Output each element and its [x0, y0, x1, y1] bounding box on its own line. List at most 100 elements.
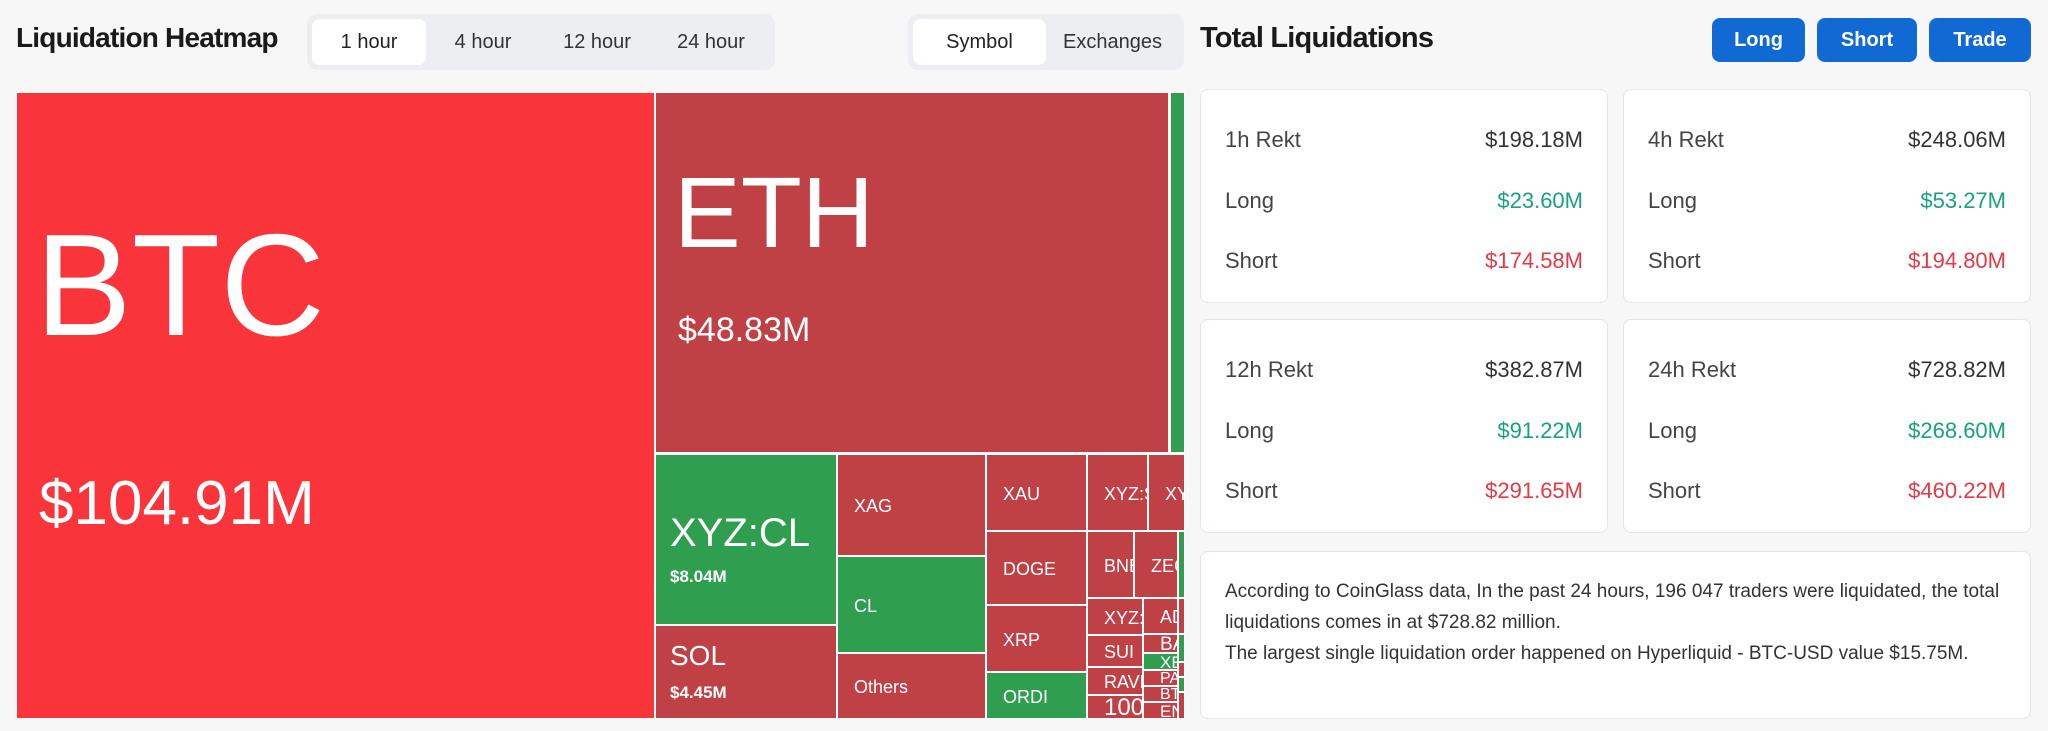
treemap-tile-cl[interactable]: CL: [837, 556, 986, 653]
long-button[interactable]: Long: [1712, 18, 1805, 62]
tab-24-hour[interactable]: 24 hour: [677, 30, 745, 53]
treemap-tile-btc[interactable]: BTC $104.91M: [16, 92, 655, 719]
tile-symbol: 1000: [1104, 695, 1143, 719]
tile-symbol: BTC: [35, 204, 325, 366]
tile-symbol: CL: [854, 596, 878, 616]
tab-4-hour[interactable]: 4 hour: [454, 30, 512, 53]
treemap-tile-ordi[interactable]: ORDI: [986, 672, 1087, 719]
trade-button[interactable]: Trade: [1929, 18, 2031, 62]
liquidation-summary-card: According to CoinGlass data, In the past…: [1200, 551, 2031, 719]
short-row: Short $194.80M: [1648, 248, 2006, 274]
total-value: $198.18M: [1485, 127, 1583, 152]
treemap-tile-xyzi[interactable]: XYZ:I: [1087, 598, 1143, 635]
total-row: 24h Rekt $728.82M: [1648, 357, 2006, 383]
treemap-tile-xrp[interactable]: XRP: [986, 605, 1087, 672]
tile-value: $8.04M: [670, 567, 727, 586]
short-label: Short: [1225, 478, 1278, 503]
total-row: 4h Rekt $248.06M: [1648, 127, 2006, 153]
long-row: Long $91.22M: [1225, 418, 1583, 444]
tile-symbol: SUI: [1104, 642, 1135, 662]
long-value: $53.27M: [1920, 188, 2006, 213]
time-range-tabs: 1 hour 4 hour 12 hour 24 hour: [307, 14, 775, 70]
treemap-tile-xau[interactable]: XAU: [986, 454, 1087, 531]
long-label: Long: [1225, 418, 1274, 443]
tile-symbol: RAVE: [1104, 672, 1142, 692]
treemap-tile-pa[interactable]: PA: [1143, 670, 1178, 686]
treemap-tile[interactable]: [1170, 92, 1185, 453]
long-value: $268.60M: [1908, 418, 2006, 443]
total-row: 1h Rekt $198.18M: [1225, 127, 1583, 153]
treemap-tile-en[interactable]: EN: [1143, 702, 1178, 719]
treemap-tile-doge[interactable]: DOGE: [986, 531, 1087, 605]
tile-symbol: BT: [1160, 686, 1177, 702]
tab-1-hour[interactable]: 1 hour: [312, 19, 426, 65]
total-row: 12h Rekt $382.87M: [1225, 357, 1583, 383]
short-value: $291.65M: [1485, 478, 1583, 503]
long-value: $91.22M: [1497, 418, 1583, 443]
treemap-tile[interactable]: [1178, 634, 1185, 662]
tile-symbol: ETH: [674, 157, 874, 269]
short-row: Short $460.22M: [1648, 478, 2006, 504]
treemap-tile-rave[interactable]: RAVE: [1087, 667, 1143, 695]
treemap-tile-bnb[interactable]: BNB: [1087, 531, 1134, 598]
treemap-tile-xy[interactable]: XY: [1148, 454, 1185, 531]
tile-symbol: XE: [1160, 653, 1177, 670]
rekt-card-24h: 24h Rekt $728.82M Long $268.60M Short $460.22…: [1623, 319, 2031, 533]
long-label: Long: [1648, 418, 1697, 443]
treemap-tile-xag[interactable]: XAG: [837, 454, 986, 556]
treemap-tile[interactable]: [1178, 531, 1185, 598]
treemap-tile-sol[interactable]: SOL $4.45M: [655, 625, 837, 719]
long-label: Long: [1648, 188, 1697, 213]
tile-symbol: ZEC: [1151, 556, 1177, 576]
short-label: Short: [1648, 248, 1701, 273]
tile-symbol: XRP: [1003, 630, 1041, 650]
tile-symbol: BNB: [1104, 556, 1133, 576]
treemap-tile-bt[interactable]: BT: [1143, 686, 1178, 702]
rekt-card-1h: 1h Rekt $198.18M Long $23.60M Short $174.58M: [1200, 89, 1608, 303]
treemap-tile-eth[interactable]: ETH $48.83M: [655, 92, 1169, 453]
treemap-tile-ba[interactable]: BA: [1143, 634, 1178, 653]
tile-symbol: AD: [1160, 607, 1177, 627]
long-value: $23.60M: [1497, 188, 1583, 213]
heatmap-title: Liquidation Heatmap: [16, 22, 279, 53]
tile-symbol: XAG: [854, 496, 893, 516]
treemap-tile-xe[interactable]: XE: [1143, 653, 1178, 670]
tile-value: $104.91M: [39, 469, 315, 538]
long-label: Long: [1225, 188, 1274, 213]
tile-symbol: Others: [854, 677, 909, 697]
treemap-tile-zec[interactable]: ZEC: [1134, 531, 1178, 598]
summary-line-1: According to CoinGlass data, In the past…: [1225, 581, 2000, 633]
tile-symbol: DOGE: [1003, 559, 1057, 579]
treemap-tile-ad[interactable]: AD: [1143, 598, 1178, 634]
tile-symbol: BA: [1160, 634, 1177, 653]
treemap-tile[interactable]: [1178, 662, 1185, 677]
treemap-tile-others[interactable]: Others: [837, 653, 986, 719]
long-row: Long $268.60M: [1648, 418, 2006, 444]
long-row: Long $53.27M: [1648, 188, 2006, 214]
tile-symbol: XYZ:I: [1104, 608, 1142, 628]
total-value: $728.82M: [1908, 357, 2006, 382]
tile-symbol: SOL: [670, 640, 727, 671]
tab-symbol[interactable]: Symbol: [913, 19, 1046, 65]
short-row: Short $174.58M: [1225, 248, 1583, 274]
tile-value: $4.45M: [670, 683, 727, 702]
treemap-tile-xyzs[interactable]: XYZ:S: [1087, 454, 1148, 531]
treemap-tile-xyzcl[interactable]: XYZ:CL $8.04M: [655, 454, 837, 625]
tab-12-hour[interactable]: 12 hour: [563, 30, 631, 53]
liquidation-treemap: BTC $104.91M ETH $48.83M XYZ:CL $8.04M SOL $4.4…: [16, 92, 1185, 719]
treemap-tile[interactable]: [1178, 692, 1185, 719]
treemap-tile[interactable]: [1178, 677, 1185, 692]
short-label: Short: [1225, 248, 1278, 273]
view-tabs: Symbol Exchanges: [908, 14, 1184, 70]
short-button[interactable]: Short: [1817, 18, 1917, 62]
tab-exchanges[interactable]: Exchanges: [1063, 30, 1162, 53]
tile-symbol: XY: [1165, 484, 1184, 504]
short-value: $460.22M: [1908, 478, 2006, 503]
total-value: $248.06M: [1908, 127, 2006, 152]
period-label: 24h Rekt: [1648, 357, 1737, 382]
treemap-tile-sui[interactable]: SUI: [1087, 635, 1143, 667]
short-label: Short: [1648, 478, 1701, 503]
treemap-tile-1000[interactable]: 1000: [1087, 695, 1143, 719]
treemap-tile[interactable]: [1178, 598, 1185, 634]
summary-text: According to CoinGlass data, In the past…: [1225, 576, 2006, 669]
